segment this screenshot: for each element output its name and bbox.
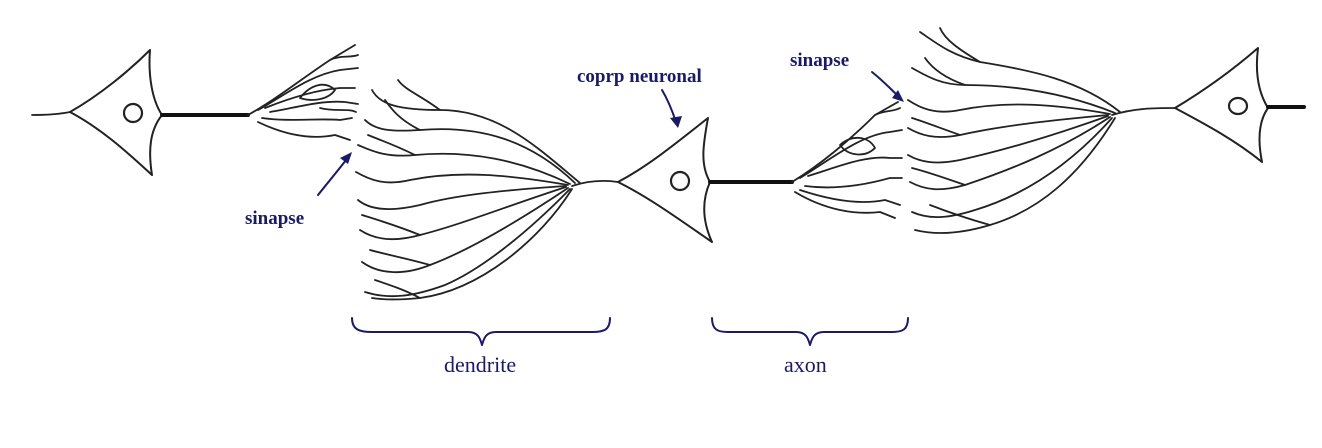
arrow-synapse-left-head bbox=[340, 152, 352, 164]
neuron-left-axon-terminals bbox=[247, 44, 359, 141]
neuron-right-neck bbox=[1111, 107, 1176, 116]
neuron-left bbox=[31, 44, 359, 176]
neuron-left-cell-body bbox=[69, 49, 163, 176]
neuron-left-input-dendrite bbox=[31, 111, 71, 116]
neuron-right-nucleus bbox=[1227, 96, 1249, 116]
dendrite-brace bbox=[351, 317, 611, 346]
label-arrows bbox=[317, 71, 904, 196]
arrow-cell-body-head bbox=[670, 116, 682, 128]
neuron-right-dendrites bbox=[907, 27, 1121, 234]
neuron-middle-cell-body bbox=[617, 117, 713, 243]
neuron-middle-axon-terminals bbox=[791, 101, 903, 219]
neuron-right bbox=[1111, 47, 1306, 163]
neuron-right-cell-body bbox=[1174, 47, 1269, 163]
synapse-left-label: sinapse bbox=[245, 208, 304, 229]
cell-body-label: coprp neuronal bbox=[577, 66, 702, 87]
arrow-synapse-right bbox=[871, 71, 899, 97]
axon-label: axon bbox=[784, 352, 827, 377]
dendrite-label: dendrite bbox=[444, 352, 516, 377]
neuron-middle-nucleus bbox=[669, 170, 691, 192]
neuron-middle-dendrites bbox=[355, 79, 581, 301]
neuron-left-nucleus bbox=[122, 102, 144, 124]
synapse-right-label: sinapse bbox=[790, 50, 849, 71]
arrow-synapse-right-head bbox=[892, 90, 904, 102]
axon-brace bbox=[711, 317, 909, 346]
neuron-middle bbox=[571, 101, 903, 243]
neuron-middle-neck bbox=[571, 179, 619, 187]
arrow-cell-body bbox=[661, 89, 677, 123]
